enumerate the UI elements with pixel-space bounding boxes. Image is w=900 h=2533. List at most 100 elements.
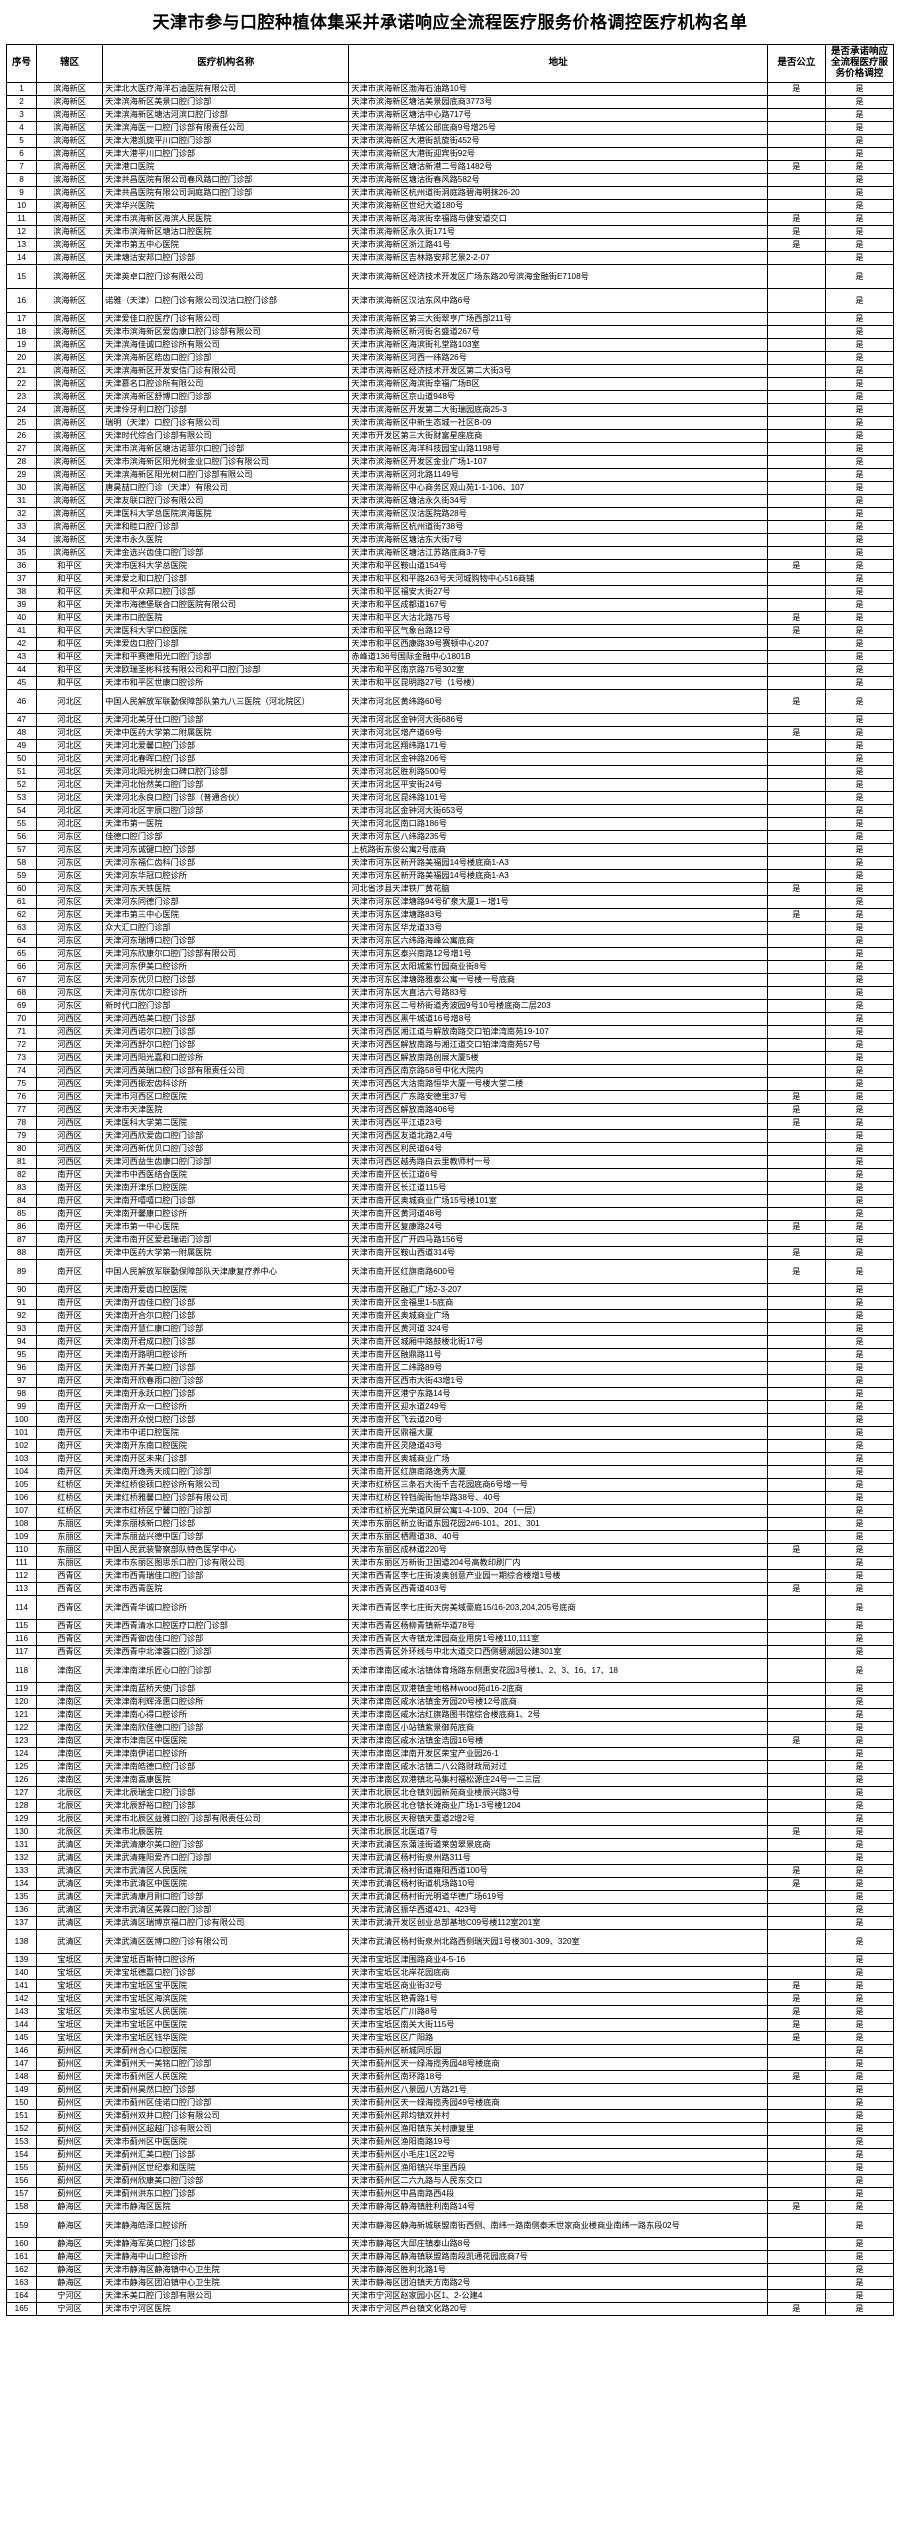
row-address: 天津市红桥区光荣道风屏公寓1-4-109、204（一层） (348, 1504, 768, 1519)
row-institution-name: 天津禾美口腔门诊部有限公司 (102, 2289, 350, 2304)
row-promise: 是 (824, 1335, 895, 1350)
row-promise: 是 (824, 1721, 895, 1736)
row-promise: 是 (824, 843, 895, 858)
table-row: 149 蓟州区 天津蓟州昊然口腔门诊部 天津市蓟州区八景园八方路21号 是 (5, 2083, 895, 2098)
row-district: 津南区 (36, 1773, 104, 1788)
row-promise: 是 (824, 713, 895, 728)
row-promise: 是 (824, 663, 895, 678)
table-row: 5 滨海新区 天津大港凯旋平川口腔门诊部 天津市滨海新区大港街凯旋街452号 是 (5, 134, 895, 149)
row-is-public (766, 186, 826, 201)
table-row: 139 宝坻区 天津宝坻百斯特口腔诊所 天津市宝坻区津围路商业4-5-16 是 (5, 1953, 895, 1968)
row-institution-name: 天津河西新优贝口腔门诊部 (102, 1142, 350, 1157)
row-address: 天津市河东区津塘路83号 (348, 908, 768, 923)
row-district: 武清区 (36, 1838, 104, 1853)
row-institution-name: 天津市静海区静海镇中心卫生院 (102, 2263, 350, 2278)
table-header-row: 序号 辖区 医疗机构名称 地址 是否公立 是否承诺响应全流程医疗服务价格调控 (5, 44, 895, 84)
table-row: 52 河北区 天津河北怡然美口腔门诊部 天津市河北区平安街24号 是 (5, 778, 895, 793)
row-institution-name: 天津河东欣康尔口腔门诊部有限公司 (102, 947, 350, 962)
row-district: 滨海新区 (36, 442, 104, 457)
row-district: 南开区 (36, 1335, 104, 1350)
row-institution-name: 天津和平赛德阳光口腔门诊部 (102, 650, 350, 665)
row-index: 149 (5, 2083, 38, 2098)
row-institution-name: 天津静海军英口腔门诊部 (102, 2237, 350, 2252)
row-index: 42 (5, 637, 38, 652)
row-address: 天津市滨海新区塘沽江苏路底商3-7号 (348, 546, 768, 561)
table-row: 13 滨海新区 天津市第五中心医院 天津市滨海新区浙江路41号是是 (5, 238, 895, 253)
row-promise: 是 (824, 1090, 895, 1105)
row-index: 92 (5, 1309, 38, 1324)
table-row: 12 滨海新区 天津市滨海新区塘沽口腔医院 天津市滨海新区永久街171号是是 (5, 225, 895, 240)
row-district: 津南区 (36, 1708, 104, 1723)
table-row: 114 西青区 天津西青华诚口腔诊所 天津市西青区李七庄街天房美域豪庭15/16-20… (5, 1595, 895, 1621)
row-is-public: 是 (766, 2200, 826, 2215)
row-promise: 是 (824, 1658, 895, 1684)
row-is-public (766, 2250, 826, 2265)
row-institution-name: 天津友联口腔门诊有限公司 (102, 494, 350, 509)
row-promise: 是 (824, 2018, 895, 2033)
row-promise: 是 (824, 765, 895, 780)
row-promise: 是 (824, 778, 895, 793)
row-institution-name: 中国人民解放军联勤保障部队第九八三医院（河北院区） (102, 689, 350, 715)
row-district: 宝坻区 (36, 1979, 104, 1994)
row-index: 148 (5, 2070, 38, 2085)
row-index: 25 (5, 416, 38, 431)
row-address: 天津市西青区西青道403号 (348, 1582, 768, 1597)
row-district: 滨海新区 (36, 416, 104, 431)
row-district: 南开区 (36, 1246, 104, 1261)
table-row: 58 河东区 天津河东福仁齿科门诊部 天津市河东区新开路美福园14号楼底商1-A3 是 (5, 856, 895, 871)
row-is-public (766, 856, 826, 871)
table-row: 135 武清区 天津武清康月刚口腔门诊部 天津市武清区杨村街光明道华德广场619号 是 (5, 1890, 895, 1905)
row-district: 宝坻区 (36, 2005, 104, 2020)
row-institution-name: 天津红桥雅馨口腔门诊部有限公司 (102, 1491, 350, 1506)
row-institution-name: 天津津南心得口腔诊所 (102, 1708, 350, 1723)
row-is-public (766, 1491, 826, 1506)
row-district: 南开区 (36, 1283, 104, 1298)
row-promise: 是 (824, 1400, 895, 1415)
row-district: 南开区 (36, 1233, 104, 1248)
row-institution-name: 天津市静海区医院 (102, 2200, 350, 2215)
row-is-public (766, 1168, 826, 1183)
row-address: 天津市滨海新区世纪大道180号 (348, 199, 768, 214)
row-address: 天津市河西区平江道23号 (348, 1116, 768, 1131)
row-is-public (766, 121, 826, 136)
row-promise: 是 (824, 1760, 895, 1775)
row-district: 河西区 (36, 1142, 104, 1157)
row-district: 西青区 (36, 1632, 104, 1647)
row-district: 和平区 (36, 611, 104, 626)
table-row: 98 南开区 天津南开永跃口腔门诊部 天津市南开区港宁东路14号 是 (5, 1387, 895, 1402)
row-institution-name: 天津市西青瑞佳口腔门诊部 (102, 1569, 350, 1584)
row-institution-name: 天津市宝坻区中医医院 (102, 2018, 350, 2033)
row-index: 126 (5, 1773, 38, 1788)
medical-institution-table: 序号 辖区 医疗机构名称 地址 是否公立 是否承诺响应全流程医疗服务价格调控 1… (5, 44, 895, 2317)
row-is-public: 是 (766, 1116, 826, 1131)
row-promise: 是 (824, 947, 895, 962)
row-promise: 是 (824, 726, 895, 741)
row-is-public (766, 765, 826, 780)
row-is-public: 是 (766, 212, 826, 227)
row-address: 天津市南开区奥城商业广场 (348, 1309, 768, 1324)
row-is-public: 是 (766, 1543, 826, 1558)
row-index: 130 (5, 1825, 38, 1840)
row-institution-name: 天津红桥俊硕口腔诊所有限公司 (102, 1478, 350, 1493)
row-promise: 是 (824, 2096, 895, 2111)
row-district: 津南区 (36, 1695, 104, 1710)
row-institution-name: 天津市滨海新区爱齿康口腔门诊部有限公司 (102, 325, 350, 340)
table-row: 33 滨海新区 天津和睦口腔门诊部 天津市滨海新区杭州道街738号 是 (5, 520, 895, 535)
row-is-public (766, 364, 826, 379)
table-row: 131 武清区 天津武清康尔美口腔门诊部 天津市武清区东蒲洼街道莱茵翠景底商 是 (5, 1838, 895, 1853)
row-promise: 是 (824, 817, 895, 832)
table-row: 25 滨海新区 瑞明（天津）口腔门诊有限公司 天津市滨海新区中新生态城一社区B-09 是 (5, 416, 895, 431)
row-institution-name: 天津河西振宏齿科诊所 (102, 1077, 350, 1092)
table-row: 164 宁河区 天津禾美口腔门诊部有限公司 天津市宁河区赵家园小区1、2-公建4 是 (5, 2289, 895, 2304)
row-institution-name: 天津津南利辉泽惠口腔诊所 (102, 1695, 350, 1710)
row-institution-name: 天津河北春晖口腔门诊部 (102, 752, 350, 767)
row-address: 天津市滨海新区海滨街礼堂路103室 (348, 338, 768, 353)
row-index: 58 (5, 856, 38, 871)
row-institution-name: 天津津南喜康医院 (102, 1773, 350, 1788)
row-index: 164 (5, 2289, 38, 2304)
row-address: 天津市滨海新区新河街名盛道267号 (348, 325, 768, 340)
row-index: 7 (5, 160, 38, 175)
row-index: 165 (5, 2302, 38, 2317)
row-is-public (766, 1851, 826, 1866)
table-row: 119 津南区 天津津南蓝桥天使门诊部 天津市津南区双港镇金地格林wood苑d16-2… (5, 1682, 895, 1697)
